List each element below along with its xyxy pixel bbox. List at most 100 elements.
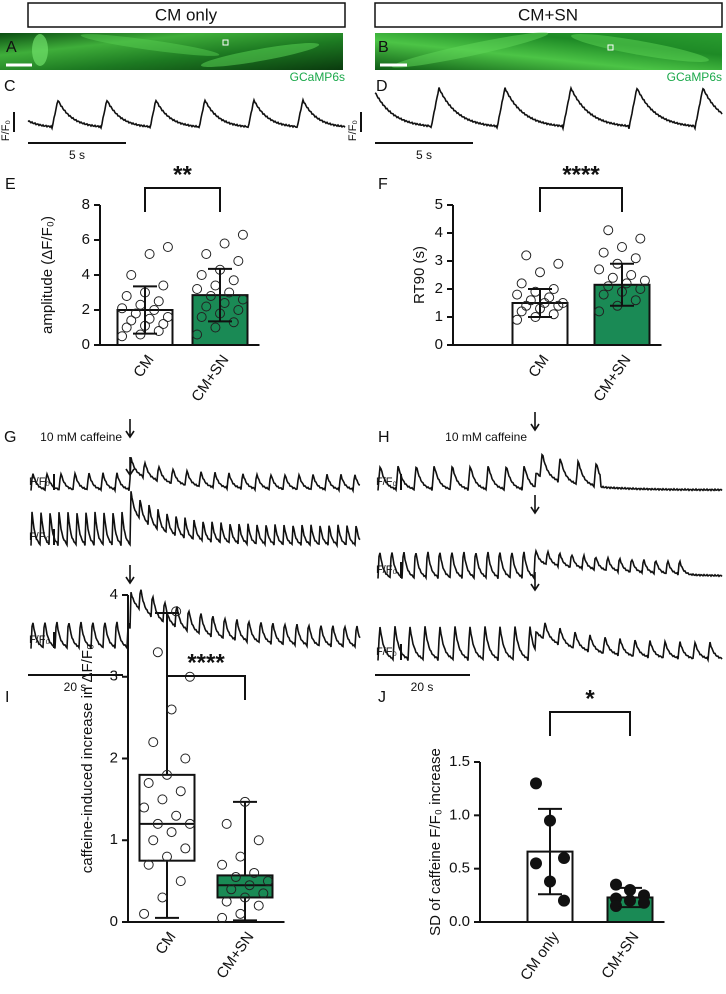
y-tick-label: 2 bbox=[110, 749, 118, 766]
data-point bbox=[205, 291, 216, 301]
caffeine-arrow bbox=[530, 572, 540, 592]
data-point bbox=[626, 270, 637, 280]
data-point bbox=[512, 314, 523, 325]
panel-label: C bbox=[4, 78, 16, 95]
x-tick-label: CM bbox=[525, 352, 552, 381]
data-point bbox=[535, 267, 545, 278]
trace bbox=[377, 452, 723, 493]
y-tick-label: 4 bbox=[82, 266, 90, 283]
data-point bbox=[219, 238, 230, 249]
data-point bbox=[598, 247, 609, 258]
y-tick-label: 0 bbox=[110, 913, 118, 930]
scale-y-label: F/F₀ bbox=[347, 120, 359, 141]
y-tick-label: 1.0 bbox=[449, 806, 470, 823]
data-point bbox=[166, 704, 177, 715]
scale-y-label: F/F₀ bbox=[29, 531, 50, 543]
data-point bbox=[201, 301, 212, 312]
data-point bbox=[143, 778, 154, 789]
data-point bbox=[210, 280, 221, 291]
panel-label: G bbox=[4, 429, 16, 446]
scale-y-label: F/F₀ bbox=[0, 120, 12, 141]
significance: * bbox=[585, 685, 595, 712]
data-point bbox=[630, 253, 641, 264]
roi bbox=[607, 44, 614, 51]
header-right: CM+SN bbox=[518, 5, 578, 24]
data-point bbox=[221, 896, 232, 907]
axes bbox=[127, 595, 285, 923]
header-box bbox=[374, 2, 723, 28]
data-point bbox=[594, 264, 605, 275]
data-point bbox=[548, 309, 559, 320]
x-tick-label: CM+SN bbox=[213, 929, 257, 982]
data-point bbox=[603, 281, 614, 292]
data-point bbox=[598, 289, 609, 300]
data-point bbox=[158, 280, 169, 291]
data-point bbox=[117, 331, 128, 342]
data-point bbox=[158, 319, 169, 329]
data-point bbox=[192, 284, 203, 294]
data-point bbox=[126, 270, 137, 280]
data-point bbox=[610, 878, 622, 891]
y-tick-label: 0.0 bbox=[449, 913, 470, 930]
y-axis-label: SD of caffeine F/F₀ increase bbox=[427, 748, 444, 936]
data-point bbox=[553, 258, 564, 269]
scale-y-label: F/F₀ bbox=[376, 564, 397, 576]
annotation: 10 mM caffeine bbox=[40, 430, 122, 444]
cell bbox=[391, 32, 549, 68]
cell bbox=[32, 34, 48, 66]
data-point bbox=[184, 818, 195, 829]
caffeine-arrow bbox=[125, 565, 135, 585]
indicator-label: GCaMP6s bbox=[667, 70, 722, 84]
x-tick-label: CM bbox=[130, 352, 157, 381]
data-point bbox=[149, 305, 160, 315]
trace bbox=[27, 97, 346, 131]
data-point bbox=[558, 894, 570, 907]
y-tick-label: 1 bbox=[435, 308, 443, 325]
y-tick-label: 1.5 bbox=[449, 753, 470, 770]
caffeine-arrow bbox=[125, 419, 135, 439]
data-point bbox=[153, 326, 164, 336]
trace bbox=[30, 457, 361, 494]
data-point bbox=[152, 818, 163, 829]
data-point bbox=[139, 802, 150, 813]
header-box bbox=[27, 2, 346, 28]
scale-y-label: F/F₀ bbox=[376, 476, 397, 488]
box bbox=[138, 773, 196, 862]
panel-label: B bbox=[378, 39, 389, 56]
data-point bbox=[530, 777, 542, 790]
data-point bbox=[166, 827, 177, 838]
data-point bbox=[130, 308, 141, 319]
roi bbox=[222, 39, 229, 46]
data-point bbox=[237, 229, 248, 240]
x-tick-label: CM+SN bbox=[590, 352, 634, 405]
y-tick-label: 8 bbox=[82, 196, 90, 213]
data-point bbox=[221, 818, 232, 829]
scale-y-label: F/F₀ bbox=[29, 476, 50, 488]
data-point bbox=[240, 796, 250, 807]
panel-label: J bbox=[378, 689, 386, 706]
data-point bbox=[630, 295, 641, 306]
data-point bbox=[233, 305, 244, 315]
trace bbox=[374, 85, 723, 132]
y-tick-label: 1 bbox=[110, 831, 118, 848]
panel-label: I bbox=[5, 689, 9, 706]
significance: **** bbox=[187, 649, 225, 676]
data-point bbox=[635, 284, 646, 294]
data-point bbox=[253, 900, 264, 911]
data-point bbox=[262, 876, 273, 887]
data-point bbox=[525, 295, 536, 306]
y-axis-label: RT90 (s) bbox=[411, 246, 428, 304]
data-point bbox=[610, 900, 622, 912]
data-point bbox=[557, 298, 568, 308]
data-point bbox=[157, 794, 168, 805]
cell bbox=[80, 34, 220, 56]
panel-label: E bbox=[5, 176, 16, 193]
significance: ** bbox=[173, 161, 192, 188]
data-point bbox=[544, 292, 555, 303]
y-tick-label: 5 bbox=[435, 196, 443, 213]
data-point bbox=[594, 306, 605, 317]
y-tick-label: 2 bbox=[82, 301, 90, 318]
data-point bbox=[237, 294, 248, 305]
data-point bbox=[148, 737, 159, 748]
